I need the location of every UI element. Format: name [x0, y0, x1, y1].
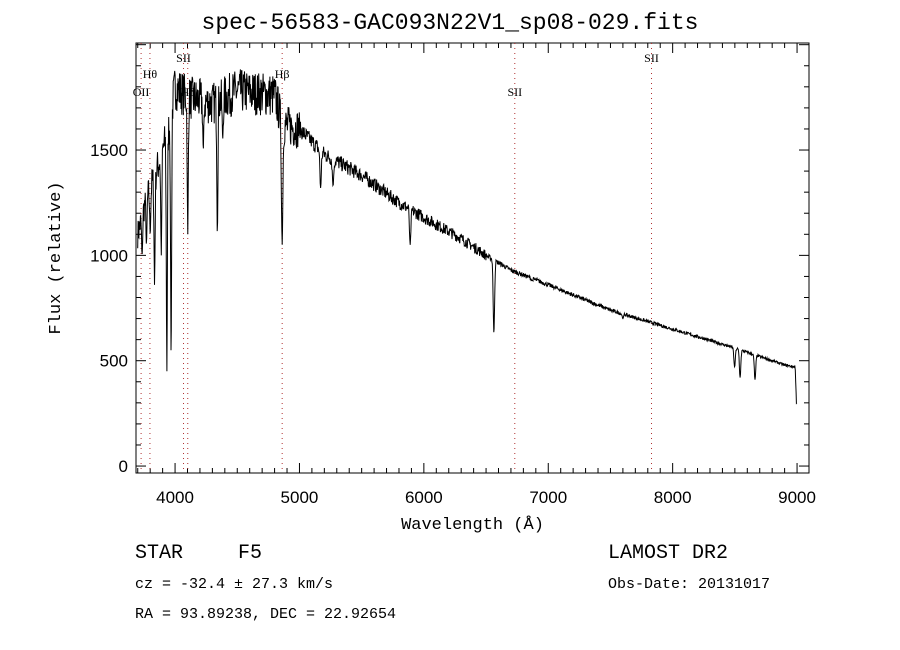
x-axis-label: Wavelength (Å)	[401, 516, 544, 535]
x-tick-label: 6000	[405, 488, 443, 507]
y-tick-label: 1500	[90, 141, 128, 160]
line-marker-label: Hβ	[275, 67, 290, 81]
line-marker-label: OII	[133, 85, 150, 99]
line-marker-label: SII	[644, 51, 659, 65]
obs-date-text: Obs-Date: 20131017	[608, 576, 771, 593]
x-tick-label: 4000	[156, 488, 194, 507]
line-marker-label: SII	[507, 85, 522, 99]
line-marker-label: SII	[176, 51, 191, 65]
y-tick-label: 500	[100, 352, 128, 371]
object-class: STAR	[135, 542, 184, 565]
x-tick-label: 9000	[778, 488, 816, 507]
x-tick-label: 5000	[281, 488, 319, 507]
x-tick-label: 7000	[529, 488, 567, 507]
chart-title: spec-56583-GAC093N22V1_sp08-029.fits	[201, 10, 699, 36]
line-marker-label: Hθ	[143, 67, 158, 81]
redshift-text: cz = -32.4 ± 27.3 km/s	[135, 576, 334, 593]
survey-label: LAMOST DR2	[608, 542, 729, 565]
coordinates-text: RA = 93.89238, DEC = 22.92654	[135, 606, 397, 623]
y-axis-label: Flux (relative)	[47, 181, 66, 334]
y-tick-label: 0	[119, 457, 128, 476]
plot-frame	[135, 42, 810, 474]
spectrum-line	[137, 69, 798, 405]
x-tick-label: 8000	[654, 488, 692, 507]
object-subclass: F5	[238, 542, 263, 565]
y-tick-label: 1000	[90, 246, 128, 265]
